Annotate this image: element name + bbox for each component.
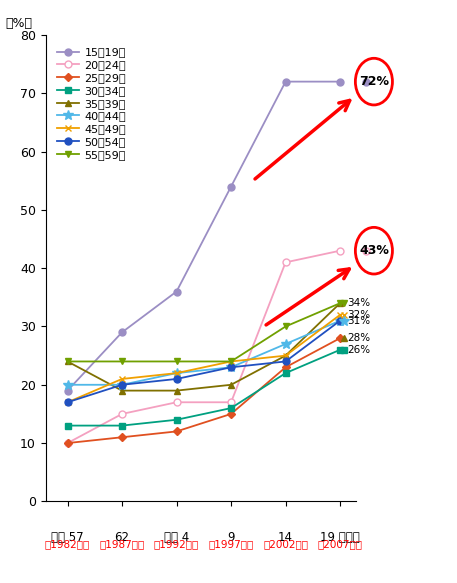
25～29歳 <box>119 434 125 441</box>
Line: 20～24歳: 20～24歳 <box>64 247 344 447</box>
Line: 35～39歳: 35～39歳 <box>64 300 344 394</box>
Line: 30～34歳: 30～34歳 <box>65 347 343 429</box>
Text: （1992年）: （1992年） <box>154 539 199 549</box>
15～19歳 <box>228 183 234 190</box>
Line: 40～44歳: 40～44歳 <box>63 316 345 389</box>
Line: 25～29歳: 25～29歳 <box>65 335 343 446</box>
20～24歳 <box>337 247 343 254</box>
55～59歳 <box>337 300 343 307</box>
25～29歳 <box>337 335 343 342</box>
40～44歳 <box>65 381 70 388</box>
Line: 55～59歳: 55～59歳 <box>64 300 344 365</box>
20～24歳 <box>228 399 234 406</box>
55～59歳 <box>228 358 234 365</box>
15～19歳 <box>337 78 343 85</box>
50～54歳 <box>283 358 288 365</box>
25～29歳 <box>174 428 179 435</box>
35～39歳 <box>337 300 343 307</box>
Text: （1987年）: （1987年） <box>100 539 145 549</box>
25～29歳 <box>65 440 70 447</box>
Line: 15～19歳: 15～19歳 <box>64 78 344 394</box>
50～54歳 <box>119 381 125 388</box>
30～34歳 <box>174 416 179 423</box>
35～39歳 <box>65 358 70 365</box>
30～34歳 <box>119 422 125 429</box>
Text: 26%: 26% <box>347 345 370 355</box>
15～19歳 <box>174 288 179 295</box>
35～39歳 <box>228 381 234 388</box>
30～34歳 <box>65 422 70 429</box>
40～44歳 <box>337 317 343 324</box>
50～54歳 <box>228 364 234 371</box>
40～44歳 <box>119 381 125 388</box>
40～44歳 <box>283 340 288 347</box>
20～24歳 <box>283 259 288 266</box>
50～54歳 <box>65 399 70 406</box>
55～59歳 <box>283 323 288 330</box>
Text: 31%: 31% <box>347 315 370 326</box>
50～54歳 <box>337 317 343 324</box>
Line: 50～54歳: 50～54歳 <box>64 317 344 406</box>
35～39歳 <box>174 387 179 394</box>
Text: 28%: 28% <box>347 333 370 343</box>
45～49歳 <box>119 375 125 382</box>
15～19歳 <box>283 78 288 85</box>
30～34歳 <box>228 405 234 412</box>
25～29歳 <box>228 410 234 417</box>
15～19歳 <box>65 387 70 394</box>
40～44歳 <box>174 370 179 377</box>
40～44歳 <box>228 364 234 371</box>
20～24歳 <box>174 399 179 406</box>
Text: （%）: （%） <box>5 17 32 30</box>
Text: （1997年）: （1997年） <box>208 539 254 549</box>
Line: 45～49歳: 45～49歳 <box>64 311 344 406</box>
55～59歳 <box>65 358 70 365</box>
Text: 43%: 43% <box>359 244 389 257</box>
Text: 72%: 72% <box>359 75 389 88</box>
20～24歳 <box>119 410 125 417</box>
Text: 34%: 34% <box>347 298 370 308</box>
Text: （2002年）: （2002年） <box>263 539 308 549</box>
45～49歳 <box>283 352 288 359</box>
55～59歳 <box>174 358 179 365</box>
15～19歳 <box>119 329 125 336</box>
45～49歳 <box>174 370 179 377</box>
50～54歳 <box>174 375 179 382</box>
45～49歳 <box>65 399 70 406</box>
Text: （2007年）: （2007年） <box>318 539 362 549</box>
35～39歳 <box>119 387 125 394</box>
55～59歳 <box>119 358 125 365</box>
25～29歳 <box>283 364 288 371</box>
20～24歳 <box>65 440 70 447</box>
30～34歳 <box>283 370 288 377</box>
30～34歳 <box>337 346 343 353</box>
45～49歳 <box>337 311 343 318</box>
45～49歳 <box>228 358 234 365</box>
Text: （1982年）: （1982年） <box>45 539 90 549</box>
35～39歳 <box>283 352 288 359</box>
Legend: 15～19歳, 20～24歳, 25～29歳, 30～34歳, 35～39歳, 40～44歳, 45～49歳, 50～54歳, 55～59歳: 15～19歳, 20～24歳, 25～29歳, 30～34歳, 35～39歳, … <box>54 45 128 162</box>
Text: 32%: 32% <box>347 310 370 320</box>
